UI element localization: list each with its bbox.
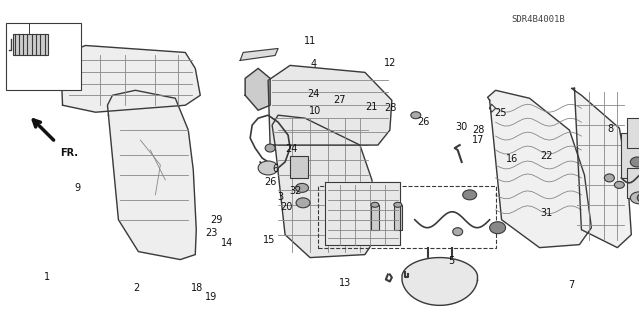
Polygon shape (240, 48, 278, 60)
Text: 19: 19 (205, 292, 218, 302)
Text: 2: 2 (134, 283, 140, 293)
Text: 8: 8 (607, 124, 614, 134)
Text: 28: 28 (384, 103, 396, 113)
Ellipse shape (637, 193, 640, 203)
Text: 30: 30 (456, 122, 468, 132)
Polygon shape (402, 257, 477, 305)
Text: 26: 26 (264, 177, 276, 187)
Ellipse shape (604, 174, 614, 182)
Polygon shape (488, 90, 591, 248)
Bar (6, 23, 81, 90)
Text: 11: 11 (304, 36, 317, 46)
Text: 12: 12 (384, 58, 396, 68)
Text: 23: 23 (205, 227, 218, 238)
Ellipse shape (452, 228, 463, 236)
Bar (371, 205, 379, 230)
Ellipse shape (371, 202, 379, 207)
Bar (290, 156, 308, 178)
Bar (318, 186, 495, 248)
Text: 13: 13 (339, 278, 351, 288)
Text: 26: 26 (417, 117, 429, 127)
Ellipse shape (265, 144, 275, 152)
Text: 3: 3 (277, 192, 284, 202)
Text: 29: 29 (211, 215, 223, 226)
Bar (394, 205, 402, 230)
Ellipse shape (630, 192, 640, 204)
Ellipse shape (296, 183, 308, 192)
Text: 31: 31 (541, 208, 553, 218)
Text: 5: 5 (448, 256, 454, 266)
Ellipse shape (463, 190, 477, 200)
Text: 18: 18 (191, 283, 204, 293)
Text: 6: 6 (272, 164, 278, 174)
Polygon shape (245, 68, 270, 110)
Ellipse shape (630, 157, 640, 167)
Text: 27: 27 (333, 95, 346, 105)
Ellipse shape (614, 182, 625, 189)
Ellipse shape (296, 198, 310, 208)
Text: 32: 32 (289, 186, 302, 196)
Text: 17: 17 (472, 135, 484, 145)
Polygon shape (268, 65, 392, 145)
Bar (621, 133, 640, 178)
Polygon shape (272, 115, 378, 257)
Polygon shape (325, 182, 400, 245)
Text: 28: 28 (472, 125, 484, 135)
Text: 10: 10 (308, 106, 321, 116)
Text: 21: 21 (365, 102, 377, 112)
Bar (627, 118, 640, 148)
Text: 9: 9 (74, 183, 81, 193)
Text: 15: 15 (263, 234, 275, 245)
Polygon shape (572, 88, 631, 248)
Text: 24: 24 (307, 89, 320, 100)
Text: FR.: FR. (61, 148, 79, 158)
Ellipse shape (258, 161, 278, 175)
Text: 14: 14 (221, 238, 234, 248)
Polygon shape (108, 90, 196, 260)
Ellipse shape (490, 222, 506, 234)
Text: 1: 1 (44, 272, 50, 282)
Text: 16: 16 (506, 154, 518, 165)
Bar (13, 33, 47, 56)
Text: 24: 24 (285, 144, 298, 154)
Bar (627, 168, 640, 198)
Text: 25: 25 (494, 108, 506, 118)
Text: 20: 20 (280, 202, 293, 211)
Text: 22: 22 (540, 151, 553, 161)
Ellipse shape (394, 202, 402, 207)
Text: 4: 4 (310, 59, 317, 69)
Polygon shape (61, 46, 200, 112)
Ellipse shape (411, 112, 420, 119)
Text: 7: 7 (568, 280, 574, 290)
Text: SDR4B4001B: SDR4B4001B (511, 15, 565, 24)
